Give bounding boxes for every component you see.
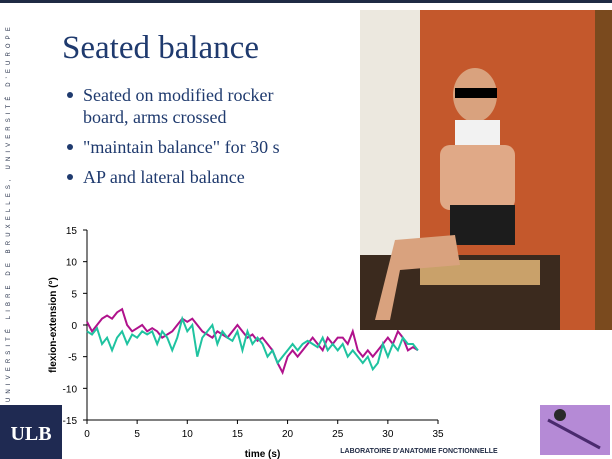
footer: LABORATOIRE D'ANATOMIE FONCTIONNELLE <box>340 448 498 455</box>
y-tick-label: -10 <box>63 384 78 395</box>
logo-box <box>0 405 62 459</box>
bullet-text: board, arms crossed <box>83 107 226 127</box>
bullet-text: "maintain balance" for 30 s <box>83 137 280 157</box>
y-axis-label: flexion-extension (°) <box>48 277 59 373</box>
bullet-text: AP and lateral balance <box>83 167 245 187</box>
photo-torso <box>440 145 515 210</box>
footer-image-dot <box>554 409 566 421</box>
y-tick-label: 10 <box>66 258 78 269</box>
x-tick-label: 10 <box>182 429 194 440</box>
footer-image-line <box>547 418 601 450</box>
series-line <box>86 307 419 376</box>
bullet-dot <box>67 144 73 150</box>
y-tick-label: 5 <box>71 289 77 300</box>
photo-eyebar <box>455 88 497 98</box>
chart: -15 -10 -5 0 5 10 15 0 5 10 15 20 25 30 35 time (s) flex… <box>48 226 444 459</box>
y-tick-label: -5 <box>68 353 77 364</box>
slide-title: Seated balance <box>62 30 259 66</box>
x-tick-label: 35 <box>432 429 444 440</box>
photo-legs <box>375 235 460 320</box>
bullet-text: Seated on modified rocker <box>83 85 273 105</box>
photo-frame <box>595 10 612 330</box>
x-tick-label: 25 <box>332 429 344 440</box>
side-text: UNIVERSITÉ LIBRE DE BRUXELLES, UNIVERSIT… <box>5 23 12 402</box>
top-border <box>0 0 612 3</box>
x-axis-label: time (s) <box>245 449 281 459</box>
y-tick-label: -15 <box>63 416 78 427</box>
bullet-dot <box>67 174 73 180</box>
bullet-dot <box>67 92 73 98</box>
photo <box>360 10 612 330</box>
x-tick-label: 15 <box>232 429 244 440</box>
logo: ULB <box>10 423 51 445</box>
y-tick-label: 0 <box>71 321 77 332</box>
x-tick-label: 0 <box>84 429 90 440</box>
x-tick-label: 30 <box>382 429 394 440</box>
series-line <box>86 315 419 372</box>
x-tick-label: 20 <box>282 429 294 440</box>
x-tick-label: 5 <box>134 429 140 440</box>
footer-image <box>540 405 610 455</box>
y-tick-label: 15 <box>66 226 78 237</box>
photo-shorts <box>450 205 515 245</box>
